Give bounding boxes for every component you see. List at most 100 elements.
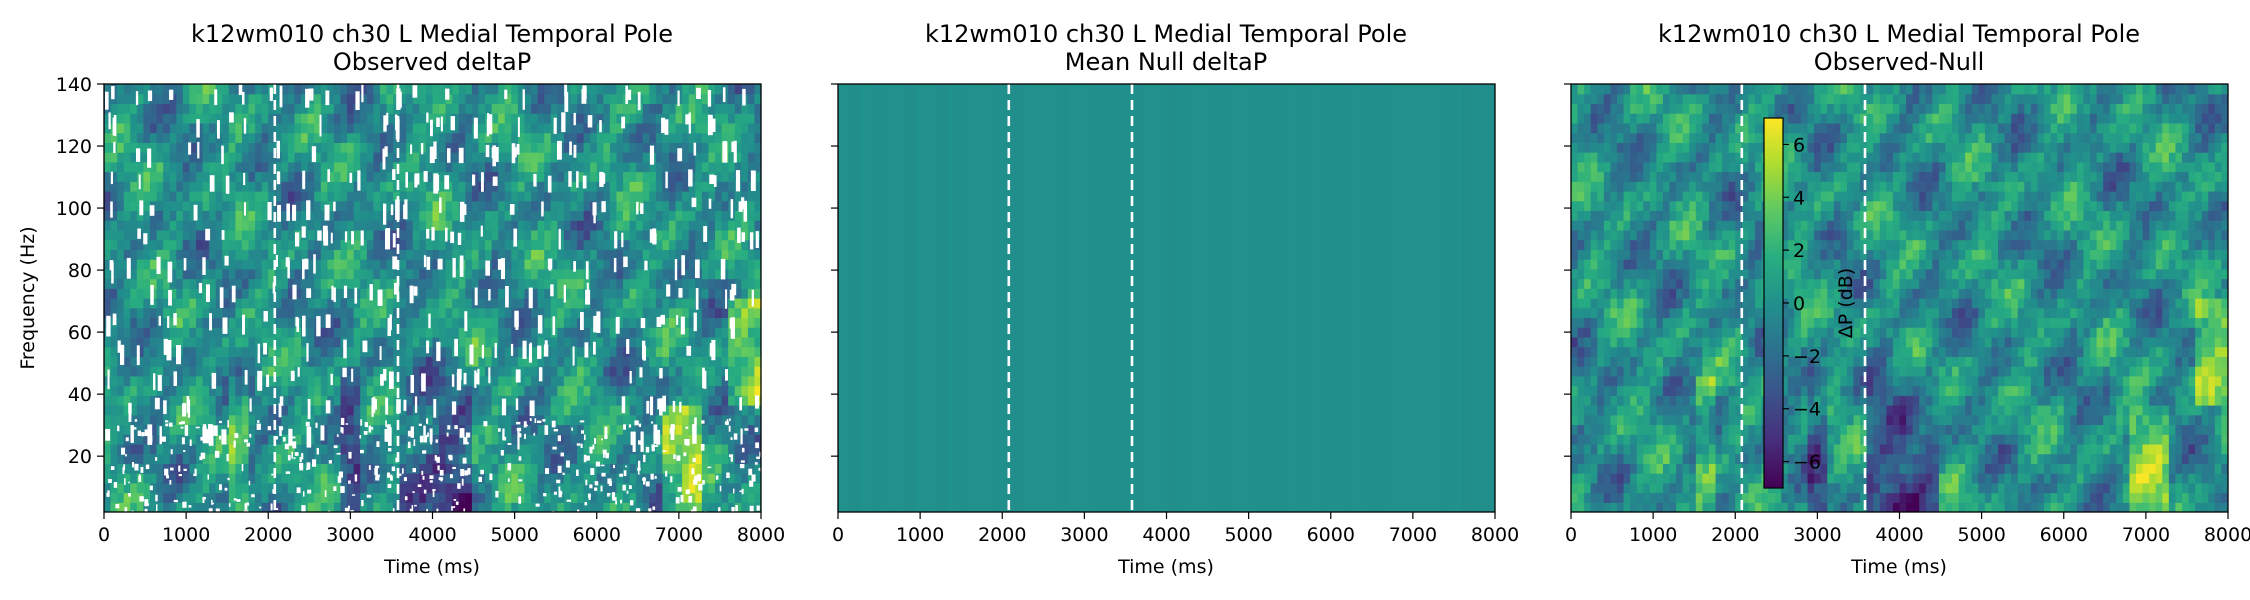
heatmap-cell xyxy=(320,405,328,416)
heatmap-cell xyxy=(294,200,302,212)
mask-gap xyxy=(178,422,184,425)
heatmap-cell xyxy=(655,278,664,289)
heatmap-cell xyxy=(130,482,138,494)
heatmap-cell xyxy=(104,122,112,134)
heatmap-cell xyxy=(340,142,348,153)
heatmap-cell xyxy=(682,346,690,357)
heatmap-cell xyxy=(754,278,761,289)
heatmap-cell xyxy=(623,385,631,396)
heatmap-cell xyxy=(327,103,335,114)
heatmap-cell xyxy=(465,122,473,134)
heatmap-cell xyxy=(623,405,631,416)
heatmap-cell xyxy=(373,366,381,377)
mask-gap xyxy=(306,426,312,448)
heatmap-cell xyxy=(445,210,453,221)
heatmap-cell xyxy=(156,152,164,163)
mask-gap xyxy=(544,425,549,435)
heatmap-cell xyxy=(182,191,191,202)
heatmap-cell xyxy=(176,395,184,406)
heatmap-cell xyxy=(577,122,585,134)
mask-gap xyxy=(654,475,657,479)
heatmap-cell xyxy=(314,492,322,503)
heatmap-cell xyxy=(511,93,519,105)
heatmap-cell xyxy=(202,317,210,328)
heatmap-cell xyxy=(695,366,703,377)
heatmap-cell xyxy=(721,113,729,124)
heatmap-cell xyxy=(195,473,204,484)
heatmap-cell xyxy=(701,268,710,280)
mask-gap xyxy=(564,84,568,96)
heatmap-cell xyxy=(149,171,158,182)
mask-gap xyxy=(276,140,280,159)
heatmap-cell xyxy=(412,443,420,455)
heatmap-cell xyxy=(419,113,427,124)
heatmap-cell xyxy=(287,327,296,338)
heatmap-cell xyxy=(156,229,164,241)
heatmap-cell xyxy=(675,200,683,212)
heatmap-cell xyxy=(636,113,644,124)
heatmap-cell xyxy=(741,268,749,280)
heatmap-cell xyxy=(136,288,145,299)
heatmap-cell xyxy=(189,414,197,426)
heatmap-cell xyxy=(123,122,131,134)
heatmap-cell xyxy=(327,181,335,192)
heatmap-cell xyxy=(130,453,138,464)
heatmap-cell xyxy=(590,385,598,396)
heatmap-cell xyxy=(406,356,414,367)
heatmap-cell xyxy=(353,463,361,474)
heatmap-cell xyxy=(327,473,335,484)
mask-gap xyxy=(457,232,462,245)
heatmap-cell xyxy=(570,93,578,105)
mask-gap xyxy=(623,256,628,267)
heatmap-cell xyxy=(241,229,250,241)
heatmap-cell xyxy=(682,463,690,474)
heatmap-cell xyxy=(636,191,644,202)
heatmap-cell xyxy=(583,385,591,396)
heatmap-cell xyxy=(478,405,486,416)
heatmap-cell xyxy=(136,307,145,319)
heatmap-cell xyxy=(524,492,532,503)
heatmap-cell xyxy=(314,434,322,445)
heatmap-cell xyxy=(117,249,125,260)
heatmap-cell xyxy=(379,191,388,202)
heatmap-cell xyxy=(169,122,177,134)
heatmap-cell xyxy=(583,181,591,192)
heatmap-cell xyxy=(517,366,526,377)
heatmap-cell xyxy=(439,259,447,270)
heatmap-cell xyxy=(268,103,276,114)
mask-gap xyxy=(147,148,152,168)
heatmap-cell xyxy=(241,220,250,231)
heatmap-cell xyxy=(248,142,256,153)
heatmap-cell xyxy=(366,200,374,212)
heatmap-cell xyxy=(741,259,749,270)
heatmap-cell xyxy=(255,84,263,95)
mask-gap xyxy=(202,426,207,441)
mask-gap xyxy=(584,342,589,358)
mask-gap xyxy=(619,473,623,477)
mask-gap xyxy=(695,259,700,279)
heatmap-cell xyxy=(662,453,670,464)
heatmap-cell xyxy=(728,268,736,280)
heatmap-cell xyxy=(728,113,736,124)
heatmap-cell xyxy=(629,453,637,464)
heatmap-cell xyxy=(465,268,473,280)
heatmap-cell xyxy=(163,453,171,464)
heatmap-cell xyxy=(649,239,657,250)
heatmap-cell xyxy=(143,336,151,348)
heatmap-cell xyxy=(721,317,729,328)
heatmap-cell xyxy=(609,181,618,192)
heatmap-cell xyxy=(642,220,650,231)
heatmap-cell xyxy=(241,268,250,280)
heatmap-cell xyxy=(557,482,565,494)
heatmap-cell xyxy=(274,405,282,416)
heatmap-cell xyxy=(340,278,348,289)
heatmap-cell xyxy=(754,366,761,377)
heatmap-cell xyxy=(517,142,526,153)
heatmap-cell xyxy=(471,502,480,512)
heatmap-cell xyxy=(104,249,112,260)
heatmap-cell xyxy=(747,492,756,503)
heatmap-cell xyxy=(393,298,401,309)
heatmap-cell xyxy=(274,317,282,328)
heatmap-cell xyxy=(721,356,729,367)
heatmap-cell xyxy=(320,307,328,319)
